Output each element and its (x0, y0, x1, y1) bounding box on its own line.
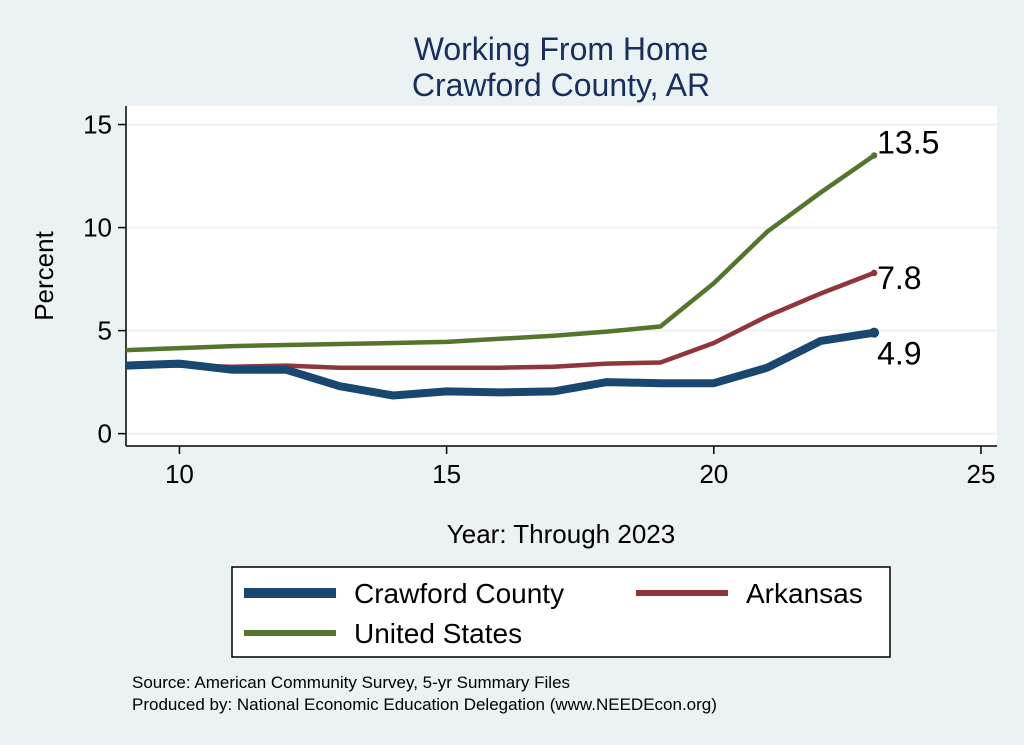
end-label-arkansas: 7.8 (877, 260, 921, 296)
y-tick-label-0: 0 (98, 419, 112, 449)
gridlines (126, 123, 997, 435)
series-end-point-crawford-county (869, 327, 880, 338)
series-end-point-united-states (870, 152, 878, 159)
series-line-crawford-county (125, 328, 875, 400)
legend-label-arkansas: Arkansas (746, 578, 863, 609)
y-tick-label-5: 5 (98, 316, 112, 346)
series-line-united-states (125, 153, 876, 353)
axes: 0 5 10 15 10 15 20 25 (83, 106, 997, 489)
chart-title: Working From Home (414, 31, 709, 67)
y-axis-label: Percent (29, 230, 59, 320)
series-lines (125, 152, 880, 400)
x-tick-label-20: 20 (699, 459, 728, 489)
y-tick-label-10: 10 (83, 213, 112, 243)
end-label-united-states: 13.5 (877, 124, 939, 160)
x-tick-label-10: 10 (165, 459, 194, 489)
legend-box (231, 566, 891, 658)
y-tick-label-15: 15 (83, 110, 112, 140)
source-note: Source: American Community Survey, 5-yr … (132, 673, 570, 692)
produced-note: Produced by: National Economic Education… (132, 695, 717, 714)
series-end-point-arkansas (870, 269, 878, 277)
x-tick-label-15: 15 (432, 459, 461, 489)
chart-subtitle: Crawford County, AR (412, 67, 710, 103)
x-tick-label-25: 25 (967, 459, 996, 489)
x-axis-label: Year: Through 2023 (447, 519, 675, 549)
end-label-crawford-county: 4.9 (877, 336, 921, 372)
legend-label-crawford-county: Crawford County (354, 578, 564, 609)
legend: Crawford County Arkansas United States (244, 578, 863, 649)
end-labels: 4.9 7.8 13.5 (877, 124, 939, 371)
legend-label-united-states: United States (354, 618, 522, 649)
